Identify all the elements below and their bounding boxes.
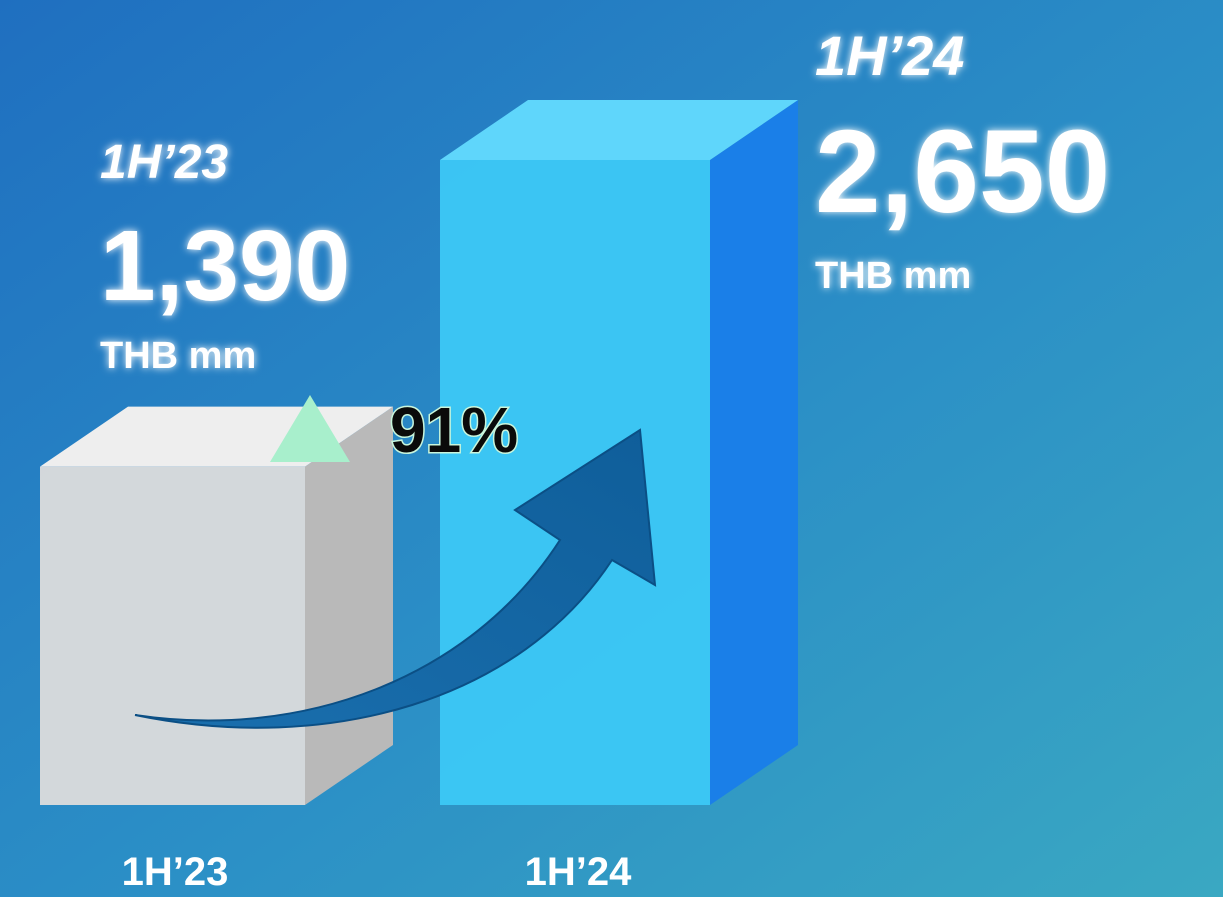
bars	[40, 100, 798, 805]
bar	[40, 466, 305, 805]
bar-side	[710, 100, 798, 805]
bar-top	[440, 100, 798, 160]
period-label: 1H’24	[815, 24, 964, 87]
growth-arrow	[134, 428, 657, 729]
x-tick-label: 1H’23	[122, 850, 229, 894]
bar-side	[305, 406, 393, 805]
unit-label: THB mm	[815, 255, 971, 297]
value-label: 1,390	[100, 210, 350, 322]
value-label: 2,650	[815, 106, 1110, 238]
growth-label: 91%	[390, 394, 518, 466]
period-label: 1H’23	[100, 136, 228, 189]
x-tick-label: 1H’24	[525, 850, 632, 894]
unit-label: THB mm	[100, 335, 256, 377]
up-triangle	[270, 395, 350, 462]
